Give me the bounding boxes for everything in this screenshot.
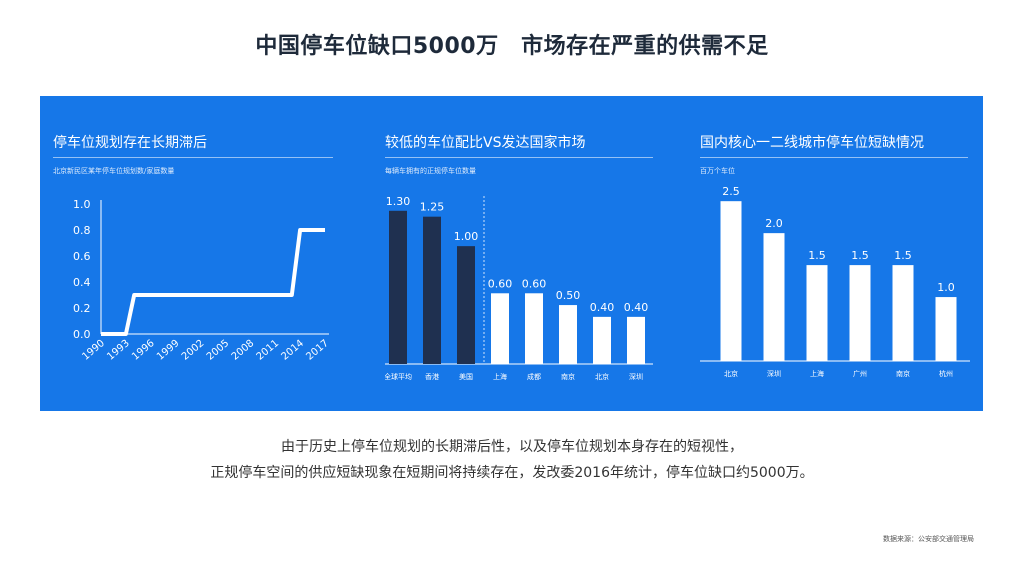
x-category-label: 香港 — [425, 372, 439, 381]
bar — [457, 246, 475, 364]
bar-value-label: 0.50 — [556, 289, 581, 302]
bar-value-label: 2.0 — [765, 217, 783, 230]
bar-value-label: 0.40 — [590, 301, 615, 314]
charts-panel: 停车位规划存在长期滞后 北京新民区某年停车位规划数/家庭数量 0.0 0.2 0.4… — [40, 96, 983, 411]
x-category-label: 上海 — [493, 372, 507, 381]
chart-title: 较低的车位配比VS发达国家市场 — [385, 135, 586, 151]
y-tick-label: 0.8 — [73, 224, 91, 237]
body-text-line-2: 正规停车空间的供应短缺现象在短期间将持续存在，发改委2016年统计，停车位缺口约… — [210, 465, 814, 481]
x-tick-label: 1996 — [130, 338, 157, 363]
bar — [627, 316, 645, 364]
ratio-bar-chart: 1.30 全球平均 1.25 香港 1.00 美国 0.60 上海 0.60 成都 0.50 南京 0.… — [385, 195, 653, 381]
x-tick-label: 1999 — [155, 338, 182, 363]
bar-value-label: 0.60 — [488, 277, 513, 290]
y-tick-label: 0.0 — [73, 328, 91, 341]
body-text-line-1: 由于历史上停车位规划的长期滞后性，以及停车位规划本身存在的短视性， — [281, 439, 743, 455]
bar — [423, 216, 441, 364]
chart-divider — [53, 157, 333, 158]
x-category-label: 北京 — [724, 369, 738, 378]
x-category-label: 南京 — [561, 372, 575, 381]
bar-value-label: 1.5 — [894, 249, 912, 262]
x-tick-label: 2008 — [230, 338, 257, 363]
line-chart: 0.00.20.40.60.81.01990199319961999200220… — [73, 198, 331, 363]
bar-value-label: 1.0 — [937, 281, 955, 294]
bar — [763, 233, 785, 361]
chart-subtitle: 每辆车拥有的正规停车位数量 — [385, 167, 476, 175]
y-tick-label: 0.2 — [73, 302, 91, 315]
page-title: 中国停车位缺口5000万 市场存在严重的供需不足 — [255, 34, 769, 59]
chart-title: 国内核心一二线城市停车位短缺情况 — [700, 135, 924, 151]
x-category-label: 杭州 — [939, 369, 953, 378]
shortage-bar-chart-section: 国内核心一二线城市停车位短缺情况 百万个车位 2.5 北京 2.0 深圳 1.5 上海 1.… — [700, 96, 975, 411]
x-category-label: 深圳 — [767, 369, 781, 378]
bar — [849, 265, 871, 361]
x-tick-label: 1993 — [105, 338, 132, 363]
x-category-label: 北京 — [595, 372, 609, 381]
x-tick-label: 2002 — [180, 338, 207, 363]
bar — [559, 305, 577, 364]
x-category-label: 深圳 — [629, 372, 643, 381]
x-category-label: 美国 — [459, 372, 473, 381]
bar-value-label: 2.5 — [722, 185, 740, 198]
bar — [491, 293, 509, 364]
chart-title: 停车位规划存在长期滞后 — [53, 135, 207, 151]
x-tick-label: 2011 — [255, 338, 282, 363]
bar — [806, 265, 828, 361]
chart-subtitle: 百万个车位 — [700, 167, 735, 175]
chart-subtitle: 北京新民区某年停车位规划数/家庭数量 — [53, 167, 175, 175]
bar — [389, 210, 407, 364]
y-tick-label: 0.6 — [73, 250, 91, 263]
x-tick-label: 1990 — [80, 338, 107, 363]
bar — [935, 297, 957, 361]
x-category-label: 全球平均 — [385, 372, 412, 381]
y-tick-label: 1.0 — [73, 198, 91, 211]
bar-value-label: 1.5 — [808, 249, 826, 262]
x-tick-label: 2014 — [279, 338, 306, 363]
bar — [593, 316, 611, 364]
x-category-label: 南京 — [896, 369, 910, 378]
bar-value-label: 0.60 — [522, 277, 547, 290]
x-category-label: 上海 — [810, 369, 824, 378]
data-source: 数据来源：公安部交通管理局 — [883, 535, 974, 543]
x-tick-label: 2017 — [304, 338, 331, 363]
series-line — [101, 228, 325, 336]
x-category-label: 成都 — [527, 372, 541, 381]
bar — [892, 265, 914, 361]
chart-divider — [385, 157, 653, 158]
bar-value-label: 1.25 — [420, 201, 445, 214]
bar-value-label: 1.30 — [386, 195, 411, 208]
y-tick-label: 0.4 — [73, 276, 91, 289]
bar-value-label: 0.40 — [624, 301, 649, 314]
shortage-bar-chart: 2.5 北京 2.0 深圳 1.5 上海 1.5 广州 1.5 南京 1.0 杭州 — [700, 185, 970, 378]
x-category-label: 广州 — [853, 369, 867, 378]
line-chart-section: 停车位规划存在长期滞后 北京新民区某年停车位规划数/家庭数量 0.0 0.2 0.4… — [53, 96, 353, 411]
ratio-bar-chart-section: 较低的车位配比VS发达国家市场 每辆车拥有的正规停车位数量 1.30 全球平均 1.… — [385, 96, 655, 411]
bar — [525, 293, 543, 364]
x-tick-label: 2005 — [205, 338, 232, 363]
chart-divider — [700, 157, 968, 158]
bar — [720, 201, 742, 361]
bar-value-label: 1.00 — [454, 230, 479, 243]
bar-value-label: 1.5 — [851, 249, 869, 262]
